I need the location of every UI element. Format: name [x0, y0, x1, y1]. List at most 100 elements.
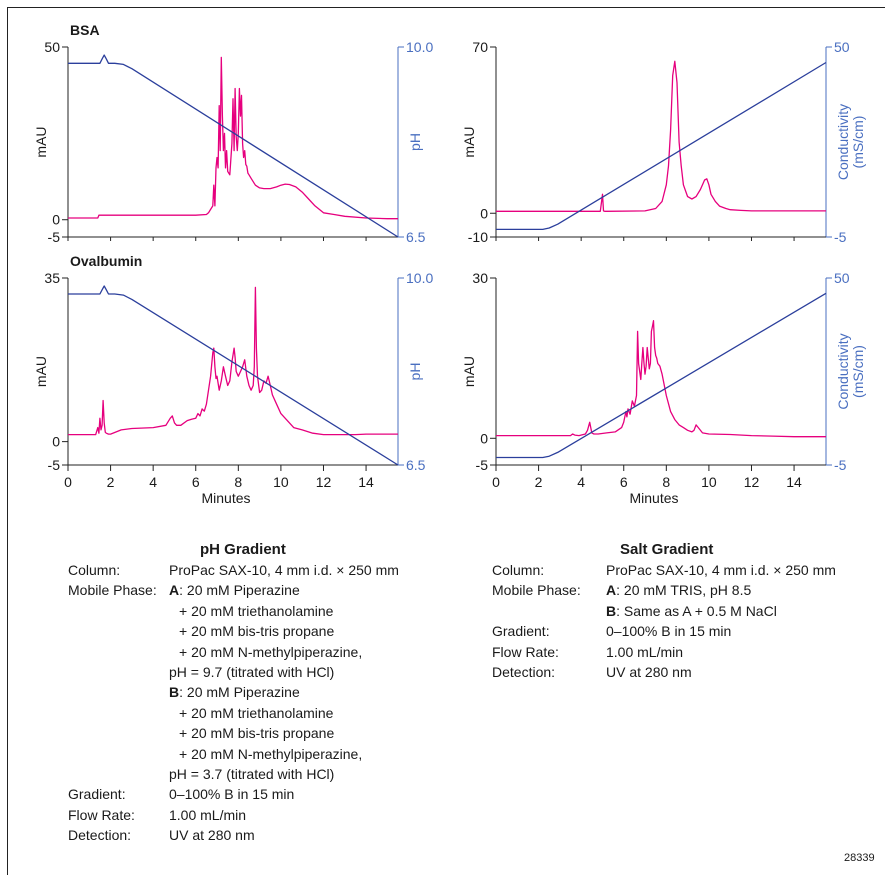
x-tick-label: 6	[620, 474, 628, 490]
y-axis-label: mAU	[461, 356, 477, 387]
x-tick-label: 4	[577, 474, 585, 490]
condition-row: Detection: UV at 280 nm	[492, 662, 836, 682]
condition-value: A: 20 mM Piperazine	[169, 582, 300, 599]
y2-axis-label: Conductivity	[835, 104, 851, 180]
gradient-trace	[496, 292, 827, 459]
x-axis-label: Minutes	[201, 490, 250, 506]
condition-value: ProPac SAX-10, 4 mm i.d. × 250 mm	[169, 562, 399, 578]
condition-row: + 20 mM N-methylpiperazine,	[68, 744, 399, 764]
right-tick-label: -5	[834, 229, 847, 245]
left-tick-label: -10	[468, 229, 488, 245]
condition-row: + 20 mM bis-tris propane	[68, 723, 399, 743]
y2-axis-label: (mS/cm)	[850, 116, 866, 169]
condition-value: ProPac SAX-10, 4 mm i.d. × 250 mm	[606, 562, 836, 578]
y-axis-label: mAU	[461, 126, 477, 157]
x-tick-label: 2	[107, 474, 115, 490]
y2-axis-label: Conductivity	[835, 333, 851, 409]
condition-label	[68, 682, 169, 702]
condition-value: + 20 mM bis-tris propane	[179, 623, 335, 640]
condition-label	[68, 703, 169, 723]
condition-label: Gradient:	[68, 786, 126, 803]
condition-row: Gradient: 0–100% B in 15 min	[68, 784, 399, 804]
left-tick-label: 70	[472, 39, 488, 55]
x-tick-label: 4	[149, 474, 157, 490]
left-tick-label: -5	[48, 457, 61, 473]
condition-label	[68, 621, 169, 641]
x-tick-label: 14	[358, 474, 374, 490]
condition-row: + 20 mM bis-tris propane	[68, 621, 399, 641]
condition-label: Mobile Phase:	[68, 582, 157, 599]
condition-value: + 20 mM triethanolamine	[179, 704, 334, 721]
left-tick-label: 0	[480, 430, 488, 446]
condition-row: Flow Rate: 1.00 mL/min	[492, 642, 836, 662]
chart-bsa-ph-gradient: 50 0-5 mAU 10.0 6.5 pH BSA	[33, 22, 433, 245]
condition-row: Detection: UV at 280 nm	[68, 825, 399, 845]
salt-gradient-title: Salt Gradient	[620, 541, 714, 558]
condition-row: B: 20 mM Piperazine	[68, 682, 399, 702]
left-tick-label: 30	[472, 270, 488, 286]
x-tick-label: 10	[273, 474, 289, 490]
y2-axis-label: pH	[407, 363, 423, 381]
condition-value: UV at 280 nm	[169, 827, 255, 844]
condition-label	[68, 744, 169, 764]
condition-label: Flow Rate:	[492, 643, 559, 660]
condition-row: B: Same as A + 0.5 M NaCl	[492, 601, 836, 621]
condition-value: pH = 3.7 (titrated with HCl)	[169, 766, 335, 783]
x-tick-label: 10	[701, 474, 717, 490]
x-tick-label: 2	[535, 474, 543, 490]
condition-label	[68, 642, 169, 662]
condition-row: Column: ProPac SAX-10, 4 mm i.d. × 250 mm	[68, 560, 399, 580]
x-tick-label: 14	[786, 474, 802, 490]
x-tick-label: 8	[234, 474, 242, 490]
right-tick-label: -5	[834, 457, 847, 473]
condition-value: + 20 mM bis-tris propane	[179, 725, 335, 742]
condition-label	[68, 601, 169, 621]
chart-title: Ovalbumin	[70, 253, 142, 269]
condition-row: Gradient: 0–100% B in 15 min	[492, 621, 836, 641]
right-tick-label: 6.5	[406, 229, 426, 245]
x-tick-label: 12	[744, 474, 760, 490]
right-tick-label: 6.5	[406, 457, 426, 473]
condition-label	[68, 723, 169, 743]
left-tick-label: 35	[44, 270, 60, 286]
figure-number: 28339	[844, 852, 875, 864]
condition-value: 0–100% B in 15 min	[169, 786, 295, 803]
condition-value: + 20 mM N-methylpiperazine,	[179, 643, 363, 660]
right-tick-label: 50	[834, 39, 850, 55]
ph-gradient-title: pH Gradient	[200, 541, 286, 558]
condition-value: UV at 280 nm	[606, 664, 692, 681]
x-tick-label: 0	[64, 474, 72, 490]
condition-row: + 20 mM triethanolamine	[68, 703, 399, 723]
condition-value: pH = 9.7 (titrated with HCl)	[169, 664, 335, 681]
left-tick-label: 50	[44, 39, 60, 55]
x-tick-label: 6	[192, 474, 200, 490]
condition-row: pH = 9.7 (titrated with HCl)	[68, 662, 399, 682]
condition-label	[68, 662, 169, 682]
condition-label: Column:	[68, 562, 121, 578]
left-tick-label: 0	[52, 434, 60, 450]
x-axis-label: Minutes	[629, 490, 678, 506]
condition-value: + 20 mM triethanolamine	[179, 602, 334, 619]
condition-value: B: Same as A + 0.5 M NaCl	[606, 602, 777, 619]
left-tick-label: 0	[480, 205, 488, 221]
condition-row: Flow Rate: 1.00 mL/min	[68, 805, 399, 825]
chart-title: BSA	[70, 22, 100, 38]
y2-axis-label: (mS/cm)	[850, 345, 866, 398]
condition-row: Column: ProPac SAX-10, 4 mm i.d. × 250 mm	[492, 560, 836, 580]
x-tick-label: 12	[316, 474, 332, 490]
left-tick-label: 0	[52, 212, 60, 228]
condition-value: + 20 mM N-methylpiperazine,	[179, 745, 363, 762]
gradient-trace	[496, 61, 827, 231]
condition-label: Flow Rate:	[68, 806, 135, 823]
y-axis-label: mAU	[33, 356, 49, 387]
ph-gradient-conditions: Column: ProPac SAX-10, 4 mm i.d. × 250 mm…	[68, 560, 399, 846]
condition-row: pH = 3.7 (titrated with HCl)	[68, 764, 399, 784]
condition-label	[492, 601, 606, 621]
y-axis-label: mAU	[33, 126, 49, 157]
condition-label	[68, 764, 169, 784]
right-tick-label: 10.0	[406, 39, 433, 55]
right-tick-label: 50	[834, 270, 850, 286]
y2-axis-label: pH	[407, 133, 423, 151]
